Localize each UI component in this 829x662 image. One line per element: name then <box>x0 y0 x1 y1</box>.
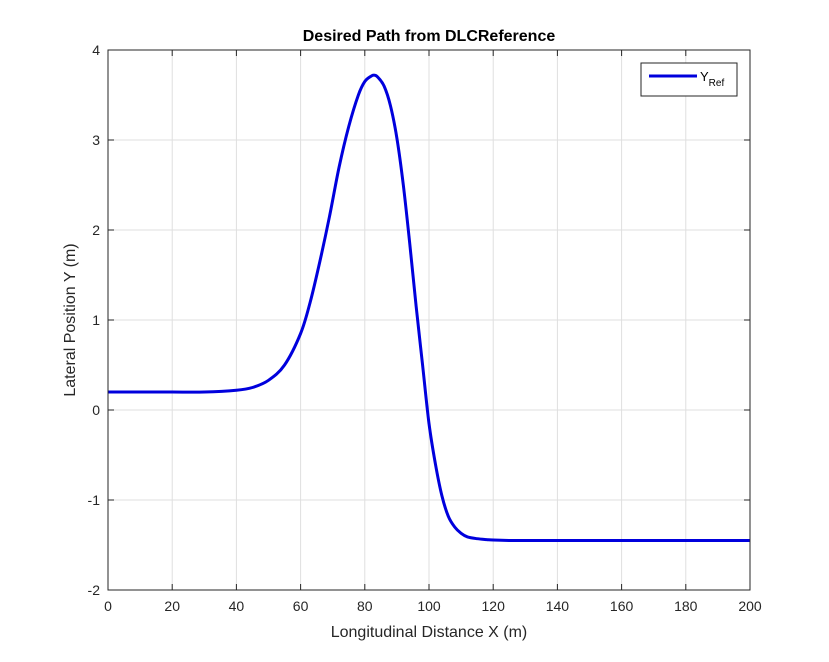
x-tick-label: 40 <box>229 598 245 614</box>
y-tick-label: -2 <box>88 582 101 598</box>
x-axis-label: Longitudinal Distance X (m) <box>331 624 528 641</box>
y-tick-label: -1 <box>88 492 101 508</box>
x-tick-label: 80 <box>357 598 373 614</box>
y-tick-label: 2 <box>92 222 100 238</box>
x-tick-label: 180 <box>674 598 698 614</box>
x-tick-label: 60 <box>293 598 309 614</box>
y-tick-label: 0 <box>92 402 100 418</box>
ticks <box>107 49 751 591</box>
grid <box>108 50 750 590</box>
y-tick-labels: -2 -1 0 1 2 3 4 <box>88 42 101 598</box>
x-tick-label: 100 <box>417 598 441 614</box>
legend: YRef <box>640 62 738 97</box>
series-line-y-ref <box>108 73 750 543</box>
x-tick-labels: 0 20 40 60 80 100 120 140 160 180 200 <box>104 598 762 614</box>
x-tick-label: 20 <box>164 598 180 614</box>
y-tick-label: 1 <box>92 312 100 328</box>
legend-box <box>640 62 738 97</box>
y-tick-label: 4 <box>92 42 100 58</box>
x-tick-label: 120 <box>482 598 506 614</box>
x-tick-label: 140 <box>546 598 570 614</box>
x-tick-label: 160 <box>610 598 634 614</box>
y-axis-label: Lateral Position Y (m) <box>62 243 79 396</box>
y-tick-label: 3 <box>92 132 100 148</box>
x-tick-label: 0 <box>104 598 112 614</box>
legend-label: YRef <box>700 69 724 89</box>
chart-title: Desired Path from DLCReference <box>303 28 556 45</box>
series-layer <box>108 73 750 543</box>
x-tick-label: 200 <box>738 598 762 614</box>
